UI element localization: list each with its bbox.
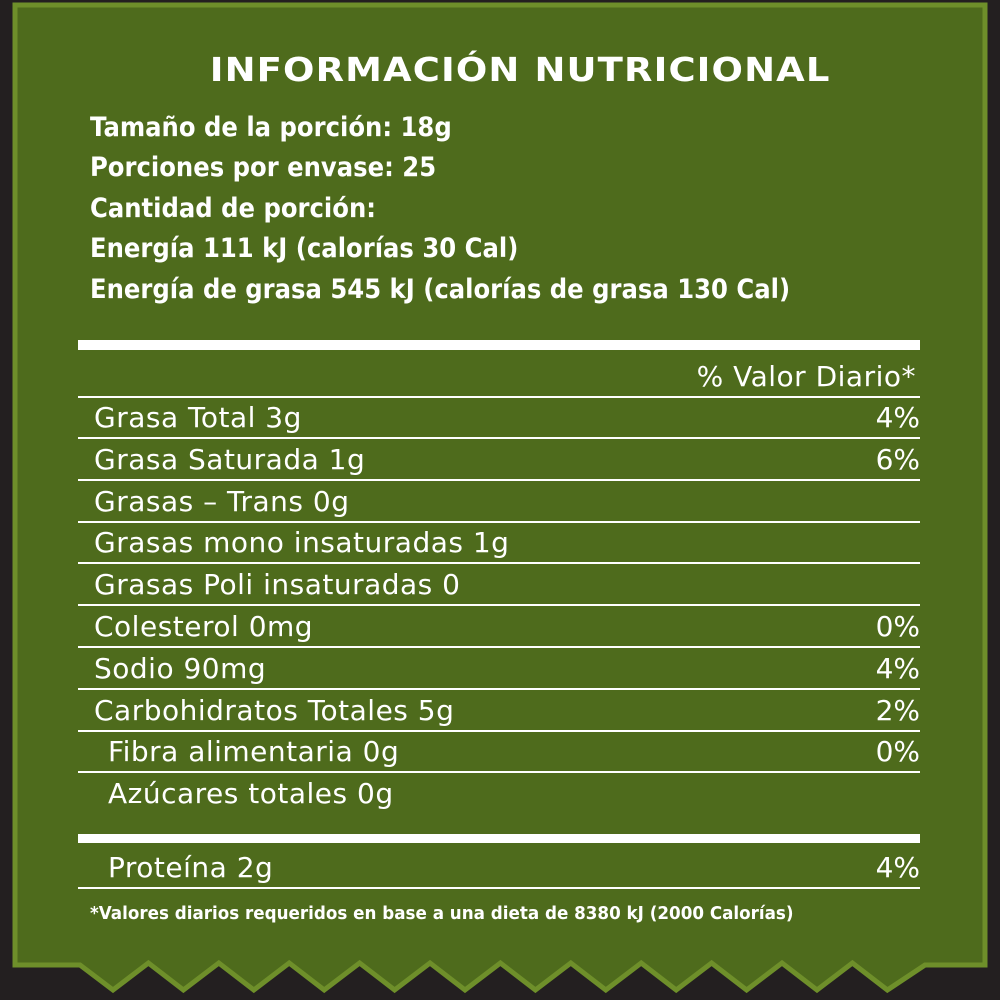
fat-energy: Energía de grasa 545 kJ (calorías de gra… — [90, 274, 791, 305]
daily-value-header: % Valor Diario* — [696, 360, 916, 393]
table-row: Azúcares totales 0g — [78, 774, 920, 815]
nutrient-name: Grasas mono insaturadas 1g — [94, 526, 510, 560]
nutrient-name: Azúcares totales 0g — [108, 777, 394, 811]
nutrient-name: Grasas – Trans 0g — [94, 484, 350, 518]
table-row: Grasas Poli insaturadas 0 — [78, 565, 920, 607]
servings-per-container: Porciones por envase: 25 — [90, 152, 437, 183]
table-row-protein: Proteína 2g 4% — [78, 848, 920, 889]
daily-value: 2% — [875, 693, 920, 727]
daily-value: 4% — [875, 401, 920, 434]
daily-value: 4% — [875, 651, 920, 685]
nutrient-name: Grasa Saturada 1g — [94, 442, 366, 476]
daily-value: 6% — [875, 442, 920, 476]
nutrient-name: Grasas Poli insaturadas 0 — [94, 568, 461, 602]
thick-divider — [78, 834, 920, 843]
nutrient-name: Sodio 90mg — [94, 651, 267, 685]
table-row: Colesterol 0mg 0% — [78, 607, 920, 648]
table-row: Carbohidratos Totales 5g 2% — [78, 691, 920, 732]
nutrient-name: Grasa Total 3g — [94, 401, 302, 434]
amount-per-serving: Cantidad de porción: — [90, 193, 376, 224]
table-row: Grasas – Trans 0g — [78, 482, 920, 523]
nutrient-name: Colesterol 0mg — [94, 610, 314, 643]
table-row: Grasas mono insaturadas 1g — [78, 523, 920, 565]
nutrient-name: Carbohidratos Totales 5g — [94, 693, 455, 727]
daily-value: 0% — [875, 610, 920, 643]
page-title: INFORMACIÓN NUTRICIONAL — [209, 50, 831, 89]
table-row: Sodio 90mg 4% — [78, 649, 920, 690]
nutrient-name: Proteína 2g — [108, 851, 274, 884]
table-row: Grasa Saturada 1g 6% — [78, 440, 920, 481]
table-row: Fibra alimentaria 0g 0% — [78, 732, 920, 774]
dv-header-wrap: % Valor Diario* — [78, 0, 920, 400]
serving-size: Tamaño de la porción: 18g — [90, 112, 452, 143]
daily-value: 0% — [875, 735, 920, 769]
divider — [78, 396, 920, 398]
energy: Energía 111 kJ (calorías 30 Cal) — [90, 233, 519, 264]
nutrient-name: Fibra alimentaria 0g — [108, 735, 400, 769]
table-row: Grasa Total 3g 4% — [78, 398, 920, 439]
footnote: *Valores diarios requeridos en base a un… — [90, 903, 794, 924]
daily-value: 4% — [875, 851, 920, 884]
thick-divider — [78, 340, 920, 350]
